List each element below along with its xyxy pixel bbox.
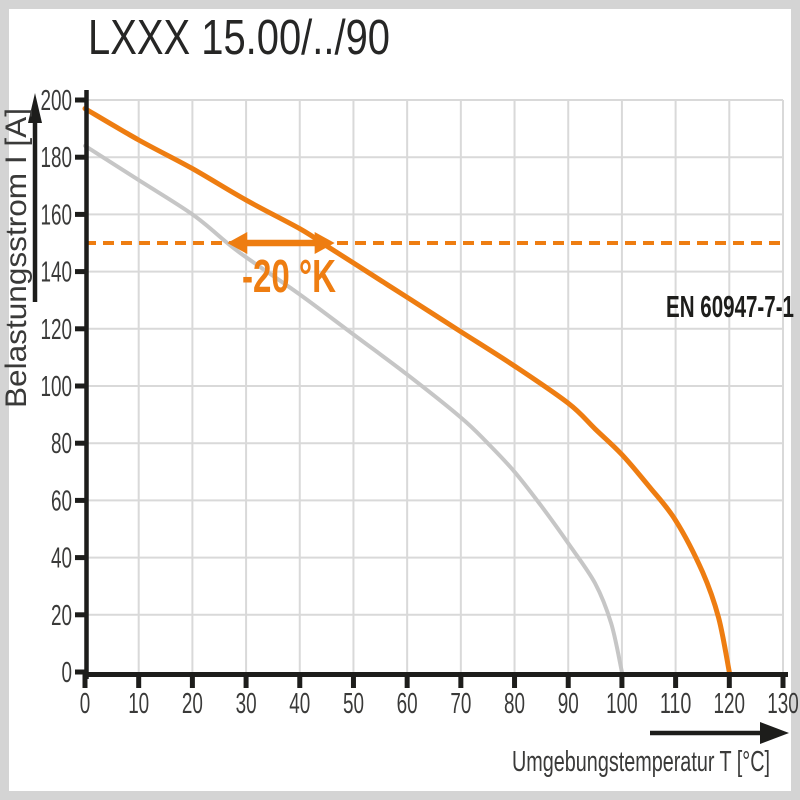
y-tick-labels: 0 20 40 60 80 100 120 140 160 180 200: [41, 85, 73, 689]
chart-canvas: 0 10 20 30 40 50 60 70 80 90 100 110 120 130 0 20 40 60 80…: [0, 85, 799, 778]
shift-arrow-icon: [227, 232, 335, 254]
svg-text:20: 20: [182, 688, 203, 720]
svg-text:100: 100: [41, 371, 73, 403]
y-axis-label-group: Belastungsstrom I [A]: [0, 108, 33, 408]
svg-text:130: 130: [767, 688, 799, 720]
derating-curve-orange: [82, 106, 732, 675]
axes: [75, 90, 788, 688]
svg-text:0: 0: [80, 688, 91, 720]
reference-derating-curve-gray: [83, 143, 624, 674]
shift-arrow-label: -20 °K: [242, 250, 336, 302]
y-axis-arrow-icon: [28, 93, 42, 302]
x-axis-label: Umgebungstemperatur T [°C]: [512, 746, 770, 778]
svg-text:40: 40: [289, 688, 310, 720]
svg-text:10: 10: [128, 688, 149, 720]
svg-text:110: 110: [660, 688, 692, 720]
svg-text:60: 60: [51, 485, 72, 517]
standard-label: EN 60947-7-1: [666, 289, 794, 324]
curves: [82, 106, 732, 675]
svg-text:100: 100: [606, 688, 638, 720]
gridlines: [85, 99, 784, 672]
svg-text:60: 60: [397, 688, 418, 720]
svg-text:50: 50: [343, 688, 364, 720]
svg-text:120: 120: [41, 314, 73, 346]
svg-text:40: 40: [51, 543, 72, 575]
svg-text:180: 180: [41, 142, 73, 174]
svg-text:80: 80: [51, 428, 72, 460]
x-axis-arrow-icon: [650, 722, 789, 744]
y-axis-label: Belastungsstrom I [A]: [0, 108, 33, 408]
standard-label-group: EN 60947-7-1: [666, 289, 794, 324]
svg-text:0: 0: [62, 657, 73, 689]
svg-text:160: 160: [41, 199, 73, 231]
shift-arrow-label-group: -20 °K: [242, 250, 336, 302]
svg-text:20: 20: [51, 600, 72, 632]
svg-text:120: 120: [714, 688, 746, 720]
svg-text:80: 80: [504, 688, 525, 720]
svg-text:200: 200: [41, 85, 73, 117]
svg-text:70: 70: [450, 688, 471, 720]
svg-text:30: 30: [236, 688, 257, 720]
svg-text:140: 140: [41, 257, 73, 289]
x-axis-label-group: Umgebungstemperatur T [°C]: [512, 746, 770, 778]
chart-title: LXXX 15.00/../90: [88, 11, 390, 65]
x-tick-labels: 0 10 20 30 40 50 60 70 80 90 100 110 120 130: [80, 688, 799, 720]
svg-text:90: 90: [558, 688, 579, 720]
